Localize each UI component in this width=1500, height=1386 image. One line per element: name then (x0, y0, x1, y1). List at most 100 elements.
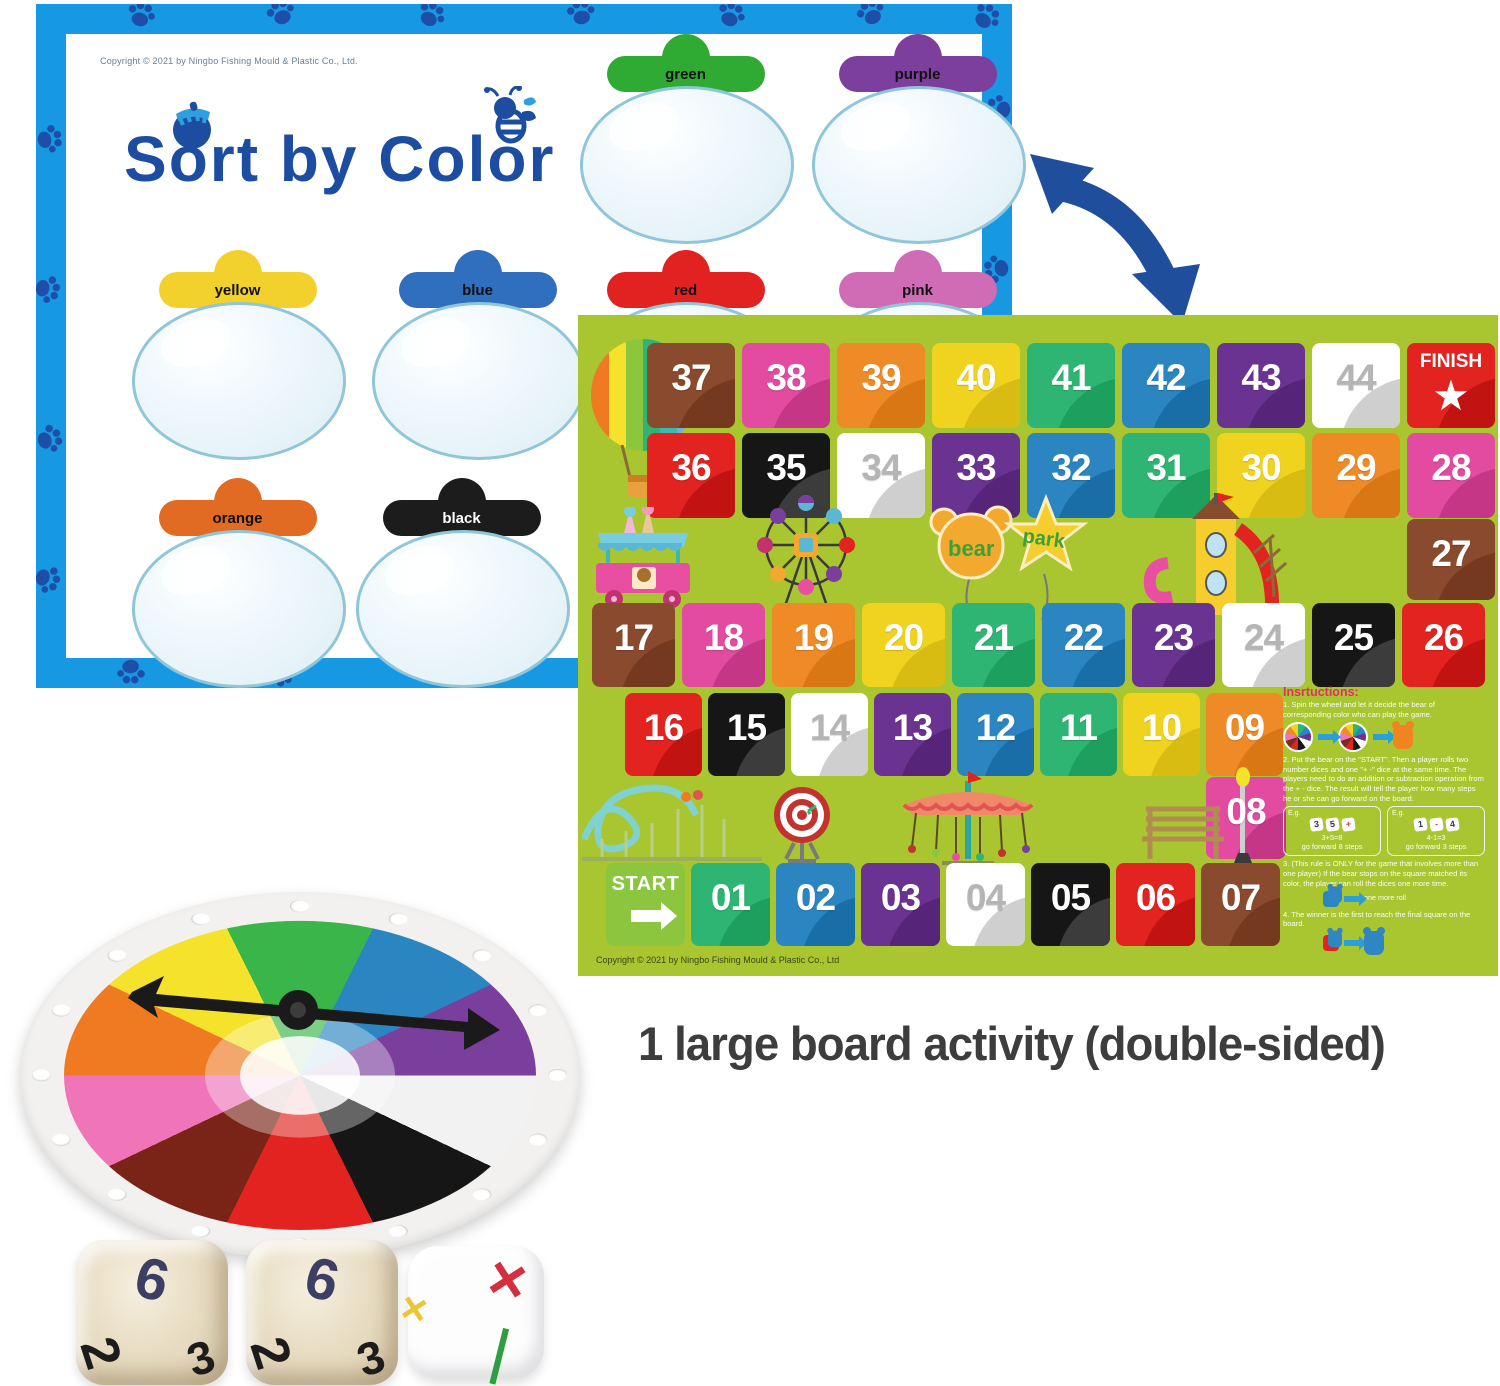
blueberry-icon (173, 101, 211, 149)
cell-number: 17 (613, 617, 654, 658)
board-cell: 38 (742, 343, 830, 428)
orange-bear-icon (1392, 720, 1414, 749)
board-cell: 10 (1123, 693, 1200, 776)
start-cell: START (606, 863, 685, 946)
bear-park-balloons: bear park (926, 490, 1096, 621)
step4-icons (1323, 927, 1485, 956)
cell-number: 19 (793, 617, 834, 658)
ferris-wheel-icon (757, 495, 855, 612)
board-row-36-28: 36 35 34 33 32 (647, 433, 1495, 518)
examples: E.g. 3 5 + 3+5=8 go forward 8 steps E.g.… (1283, 806, 1485, 857)
jar-color-label: black (442, 509, 481, 527)
roller-coaster-icon (582, 784, 762, 861)
mini-die: 3 (1308, 817, 1324, 832)
board-cell: 23 (1132, 603, 1215, 687)
cell-number: 25 (1333, 617, 1374, 658)
cell-number: 14 (809, 707, 850, 748)
board-cell: 41 (1027, 343, 1115, 428)
die-face-six: 6 (128, 1244, 176, 1315)
cell-number: 15 (726, 707, 767, 748)
cell-number: 34 (861, 447, 901, 488)
board-cell: 02 (776, 863, 855, 946)
cell-number: 27 (1431, 533, 1471, 574)
jar-glass-body (132, 530, 346, 688)
board-cell: 36 (647, 433, 735, 518)
sorting-jar: orange (130, 478, 346, 688)
board-row-start-07: START 01 02 03 (606, 863, 1280, 946)
cell-number: 02 (795, 877, 836, 918)
jar-glass-body (132, 302, 346, 460)
sorting-jar: blue (370, 250, 586, 460)
cell-number: 28 (1431, 447, 1471, 488)
sorting-jar: black (354, 478, 570, 688)
cell-number: 09 (1224, 707, 1265, 748)
cell-number: 10 (1141, 707, 1182, 748)
board-cell: 18 (682, 603, 765, 687)
cell-number: 04 (965, 877, 1006, 918)
jar-color-label: red (673, 281, 698, 299)
board-cell: 04 (946, 863, 1025, 946)
board-cell: 42 (1122, 343, 1210, 428)
board-cell: 24 (1222, 603, 1305, 687)
jar-color-label: pink (902, 281, 933, 299)
ring-hole (548, 1068, 567, 1082)
blue-bear-icon (1327, 928, 1343, 948)
example-equation: 4-1=3 (1426, 833, 1446, 843)
cell-number: 03 (880, 877, 921, 918)
blue-bear-icon (1327, 883, 1343, 903)
flip-double-arrow-icon (1030, 154, 1200, 324)
board-cell: 06 (1116, 863, 1195, 946)
ring-hole (290, 899, 309, 913)
board-cell: 16 (625, 693, 702, 776)
number-die-2: 6 2 3 (238, 1240, 398, 1386)
board-cell: 22 (1042, 603, 1125, 687)
cell-number: 31 (1146, 447, 1186, 488)
board-cell-27: 27 (1407, 519, 1495, 600)
dart-target-icon (774, 787, 830, 863)
die-face-three: 3 (350, 1329, 392, 1386)
example-result: go forward 3 steps (1405, 842, 1467, 852)
board-cell: 03 (861, 863, 940, 946)
jar-color-label: orange (212, 509, 263, 527)
cell-number: 18 (703, 617, 744, 658)
cell-number: 13 (892, 707, 933, 748)
example-2: E.g. 1 - 4 4-1=3 go forward 3 steps (1387, 806, 1485, 857)
step3-icons: one more roll (1323, 883, 1485, 907)
die-face-bar-green: ∣ (478, 1318, 522, 1386)
cell-number: 40 (956, 357, 996, 398)
board-row-16-09: 16 15 14 13 12 (625, 693, 1283, 776)
jar-glass-body (812, 86, 1026, 244)
sorting-jar: yellow (130, 250, 346, 460)
board-cell: 25 (1312, 603, 1395, 687)
board-cell: 31 (1122, 433, 1210, 518)
spinner-pointer[interactable] (102, 970, 502, 1070)
cell-number: 11 (1059, 707, 1098, 748)
playground-slide-icon (1143, 493, 1288, 615)
board-cell: 37 (647, 343, 735, 428)
start-label: START (611, 873, 680, 895)
board-cell: 05 (1031, 863, 1110, 946)
board-cell: 32 (1027, 433, 1115, 518)
board-cell: 12 (957, 693, 1034, 776)
mini-spinner-icon (1283, 721, 1313, 752)
arrow-right-icon (1344, 936, 1367, 951)
start-arrow-icon (630, 902, 677, 930)
cell-number: 08 (1226, 791, 1266, 832)
instruction-step-3: 3. (This rule is ONLY for the game that … (1283, 859, 1479, 888)
cell-number: 37 (671, 357, 711, 398)
board-cell: 26 (1402, 603, 1485, 687)
board-cell: 09 (1206, 693, 1283, 776)
instruction-step-1: 1. Spin the wheel and let it decide the … (1283, 700, 1435, 719)
mini-die: 5 (1324, 817, 1340, 832)
mini-die: 1 (1412, 817, 1428, 832)
board-cell: 15 (708, 693, 785, 776)
jar-color-label: yellow (214, 281, 261, 299)
ice-cream-cart-icon (596, 507, 690, 608)
board-cell: 35 (742, 433, 830, 518)
board-cell: 19 (772, 603, 855, 687)
mini-die-operator: + (1340, 817, 1356, 832)
bee-icon (484, 86, 536, 144)
arrow-right-icon (1318, 729, 1341, 744)
die-face-six: 6 (298, 1244, 346, 1315)
